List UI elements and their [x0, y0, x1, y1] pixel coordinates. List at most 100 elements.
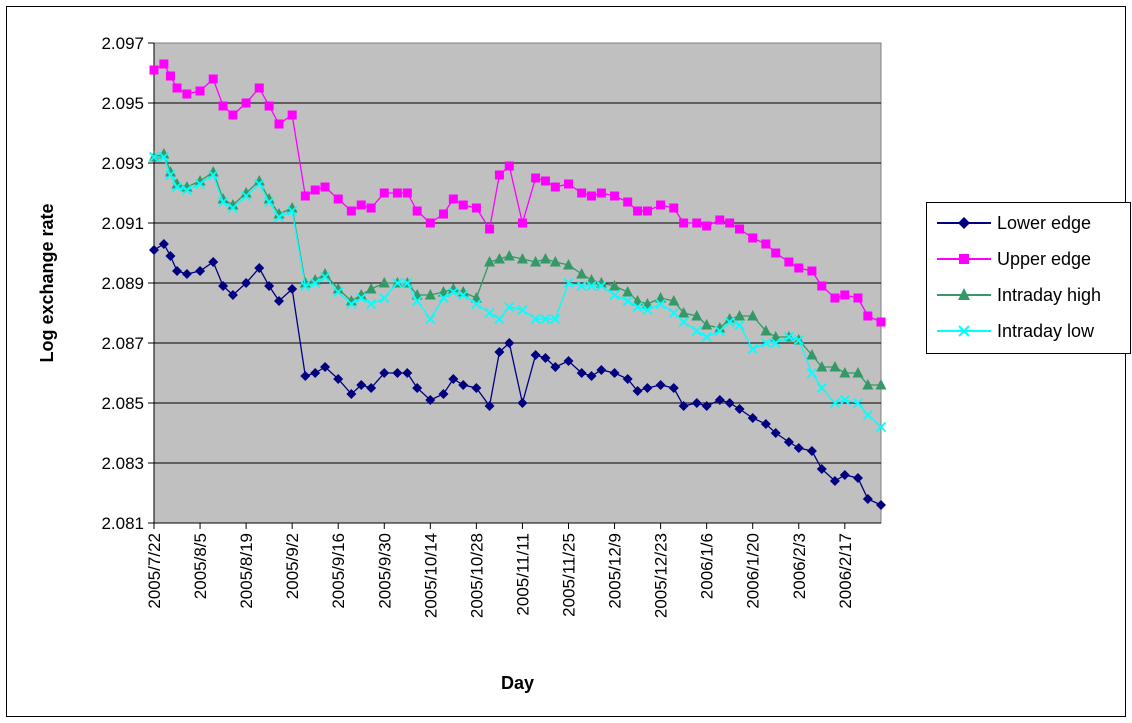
legend-item-intraday-low: Intraday low: [935, 317, 1130, 347]
intraday-low-point: [632, 301, 643, 313]
x-tick-label: 2005/8/5: [191, 533, 210, 599]
upper-edge-point: [320, 182, 330, 192]
lower-edge-point: [596, 365, 607, 375]
upper-edge-point: [784, 257, 794, 267]
intraday-low-point: [165, 169, 176, 181]
intraday-low-point: [875, 421, 887, 433]
lower-edge-point: [701, 401, 712, 411]
intraday-high-point: [539, 253, 551, 264]
upper-edge-point: [448, 194, 458, 204]
upper-edge-point: [274, 119, 284, 129]
intraday-high-point: [760, 325, 772, 336]
lower-edge-point: [839, 470, 850, 480]
intraday-high-point: [714, 322, 726, 333]
intraday-high-point: [816, 361, 828, 372]
upper-edge-point: [840, 290, 850, 300]
intraday-low-point: [586, 280, 597, 292]
intraday-high-point: [207, 166, 219, 177]
intraday-low-point: [300, 280, 311, 292]
lower-edge-point: [540, 353, 551, 363]
legend-label: Intraday low: [997, 321, 1095, 341]
upper-edge-point: [807, 266, 817, 276]
upper-edge-point: [596, 188, 606, 198]
intraday-low-point: [783, 331, 795, 343]
intraday-high-point: [691, 310, 703, 321]
intraday-low-point: [576, 280, 587, 292]
intraday-high-point: [355, 289, 367, 300]
lower-edge-point: [563, 356, 574, 366]
intraday-low-point: [747, 343, 758, 355]
upper-edge-point: [333, 194, 343, 204]
lower-edge-point: [655, 380, 666, 390]
intraday-low-point: [448, 286, 459, 298]
intraday-low-point: [691, 325, 702, 337]
intraday-low-point: [852, 397, 864, 409]
upper-edge-point: [517, 218, 527, 228]
upper-edge-point: [771, 248, 781, 258]
intraday-high-point: [678, 307, 690, 318]
upper-edge-point: [642, 206, 652, 216]
upper-edge-point: [218, 101, 228, 111]
chart-frame: 2.097 2.095 2.093 2.091 2.089 2.087 2.085 2.083…: [6, 6, 1131, 717]
intraday-high-point: [171, 178, 183, 189]
x-tick-label: 2005/9/30: [375, 533, 394, 609]
lower-edge-point: [783, 437, 794, 447]
upper-edge-point: [425, 218, 435, 228]
intraday-low-point: [734, 319, 745, 331]
upper-edge-point: [300, 191, 310, 201]
y-tick-label: 2.085: [101, 394, 144, 413]
lower-edge-point: [806, 446, 817, 456]
upper-edge-point: [550, 182, 560, 192]
lower-edge-point: [448, 374, 459, 384]
x-axis-title: Day: [501, 673, 534, 693]
upper-edge-point: [287, 110, 297, 120]
upper-edge-point: [623, 197, 633, 207]
upper-edge-point: [494, 170, 504, 180]
upper-edge-point: [715, 215, 725, 225]
intraday-high-point: [747, 310, 759, 321]
intraday-low-point: [494, 313, 505, 325]
intraday-low-point: [678, 316, 689, 328]
intraday-high-point: [516, 253, 528, 264]
intraday-low-point: [563, 277, 574, 289]
intraday-low-point: [158, 151, 170, 163]
upper-edge-point: [458, 200, 468, 210]
upper-edge-point: [540, 176, 550, 186]
lower-edge-point: [274, 296, 285, 306]
upper-edge-point: [830, 293, 840, 303]
upper-edge-point: [471, 203, 481, 213]
upper-edge-point: [853, 293, 863, 303]
intraday-low-point: [217, 196, 229, 208]
lower-edge-point: [622, 374, 633, 384]
legend-item-upper-edge: Upper edge: [935, 245, 1130, 275]
intraday-low-point: [793, 334, 804, 346]
lower-edge-point: [760, 419, 771, 429]
upper-edge-point: [254, 83, 264, 93]
intraday-low-point: [642, 304, 653, 316]
x-tick-label: 2005/12/9: [606, 533, 625, 609]
lower-edge-point: [471, 383, 482, 393]
x-tick-label: 2005/10/14: [421, 533, 440, 618]
lower-edge-point: [642, 383, 653, 393]
intraday-low-point: [148, 151, 160, 163]
intraday-low-point: [194, 178, 206, 190]
lower-edge-point: [366, 383, 377, 393]
upper-edge-point: [679, 218, 689, 228]
intraday-high-point: [806, 349, 818, 360]
lower-edge-point: [241, 278, 252, 288]
upper-edge-point: [379, 188, 389, 198]
lower-edge-point: [586, 371, 597, 381]
intraday-low-point: [402, 277, 413, 289]
upper-edge-point: [195, 86, 205, 96]
upper-edge-point: [149, 65, 159, 75]
upper-edge-point: [876, 317, 886, 327]
intraday-low-point: [227, 202, 239, 214]
lower-edge-point: [734, 404, 745, 414]
legend-item-lower-edge: Lower edge: [935, 209, 1130, 239]
x-tick-label: 2005/11/25: [559, 533, 578, 617]
upper-edge-point: [761, 239, 771, 249]
intraday-high-point: [240, 187, 252, 198]
upper-edge-point: [412, 206, 422, 216]
lower-edge-point: [165, 251, 176, 261]
intraday-high-point: [319, 268, 331, 279]
